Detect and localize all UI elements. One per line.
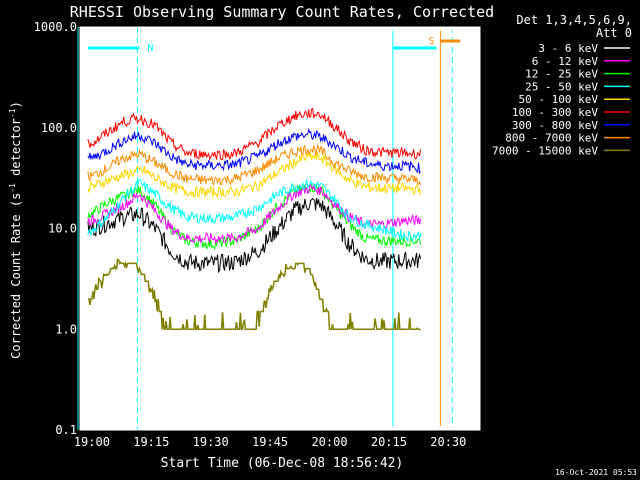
axes: 1000.0 100.0 10.0 1.0 0.119:00 19:15 19:30 19:4… bbox=[34, 20, 481, 449]
legend-label-2: 12 - 25 keV bbox=[525, 68, 598, 81]
y-tick-label: 0.1 bbox=[55, 423, 77, 437]
y-tick-label: 1.0 bbox=[55, 322, 77, 336]
night-marker-label: N bbox=[147, 43, 153, 54]
legend-label-6: 300 - 800 keV bbox=[512, 119, 598, 132]
legend-label-5: 100 - 300 keV bbox=[512, 106, 598, 119]
legend-label-3: 25 - 50 keV bbox=[525, 80, 598, 93]
series-layer bbox=[87, 107, 422, 331]
y-axis-label-part3: ) bbox=[9, 101, 23, 108]
y-axis-label: Corrected Count Rate (s-1 detector-1) bbox=[8, 101, 23, 359]
series-line-5 bbox=[87, 107, 422, 161]
y-axis-label-sup1: -1 bbox=[8, 183, 17, 193]
chart-title: RHESSI Observing Summary Count Rates, Co… bbox=[70, 3, 494, 21]
legend-label-1: 6 - 12 keV bbox=[532, 55, 599, 68]
series-line-7 bbox=[87, 143, 422, 187]
y-tick-label: 100.0 bbox=[41, 121, 77, 135]
y-axis-label-part1: Corrected Count Rate (s bbox=[9, 193, 23, 359]
series-line-6 bbox=[87, 127, 421, 175]
x-tick-label: 19:00 bbox=[74, 435, 110, 449]
y-tick-label: 10.0 bbox=[48, 222, 77, 236]
legend-label-0: 3 - 6 keV bbox=[538, 42, 598, 55]
series-line-0 bbox=[87, 197, 422, 274]
y-tick-label: 1000.0 bbox=[34, 20, 77, 34]
series-line-3 bbox=[87, 178, 422, 243]
x-tick-label: 19:45 bbox=[252, 435, 288, 449]
x-tick-label: 20:30 bbox=[430, 435, 466, 449]
series-line-4 bbox=[87, 150, 422, 199]
x-axis-label: Start Time (06-Dec-08 18:56:42) bbox=[161, 456, 404, 471]
legend-header-line2: Att 0 bbox=[596, 26, 632, 40]
legend-label-8: 7000 - 15000 keV bbox=[492, 144, 598, 157]
plot-background bbox=[80, 27, 480, 430]
plot-area bbox=[80, 27, 480, 430]
x-tick-label: 19:15 bbox=[133, 435, 169, 449]
x-tick-label: 20:15 bbox=[371, 435, 407, 449]
legend-label-7: 800 - 7000 keV bbox=[505, 132, 598, 145]
y-axis-label-sup2: -1 bbox=[8, 108, 17, 118]
x-tick-label: 19:30 bbox=[193, 435, 229, 449]
x-tick-label: 20:00 bbox=[311, 435, 347, 449]
saa-marker-label: S bbox=[429, 36, 435, 47]
y-axis-label-part2: detector bbox=[9, 118, 23, 183]
series-line-8 bbox=[87, 258, 421, 331]
footer-timestamp: 16-Oct-2021 05:53 bbox=[555, 468, 637, 477]
legend-label-4: 50 - 100 keV bbox=[519, 93, 599, 106]
legend-header-line1: Det 1,3,4,5,6,9, bbox=[516, 13, 632, 27]
